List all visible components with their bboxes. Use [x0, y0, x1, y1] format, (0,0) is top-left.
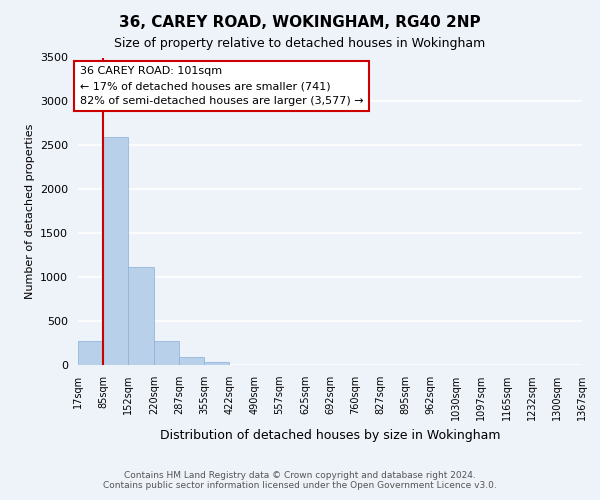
Text: 36 CAREY ROAD: 101sqm
← 17% of detached houses are smaller (741)
82% of semi-det: 36 CAREY ROAD: 101sqm ← 17% of detached … — [80, 66, 364, 106]
Text: 36, CAREY ROAD, WOKINGHAM, RG40 2NP: 36, CAREY ROAD, WOKINGHAM, RG40 2NP — [119, 15, 481, 30]
X-axis label: Distribution of detached houses by size in Wokingham: Distribution of detached houses by size … — [160, 428, 500, 442]
Bar — [103, 136, 128, 365]
Bar — [204, 362, 229, 365]
Bar — [154, 342, 179, 365]
Bar — [78, 342, 103, 365]
Y-axis label: Number of detached properties: Number of detached properties — [25, 124, 35, 299]
Text: Size of property relative to detached houses in Wokingham: Size of property relative to detached ho… — [115, 38, 485, 51]
Text: Contains HM Land Registry data © Crown copyright and database right 2024.
Contai: Contains HM Land Registry data © Crown c… — [103, 470, 497, 490]
Bar — [128, 266, 154, 365]
Bar — [179, 357, 204, 365]
